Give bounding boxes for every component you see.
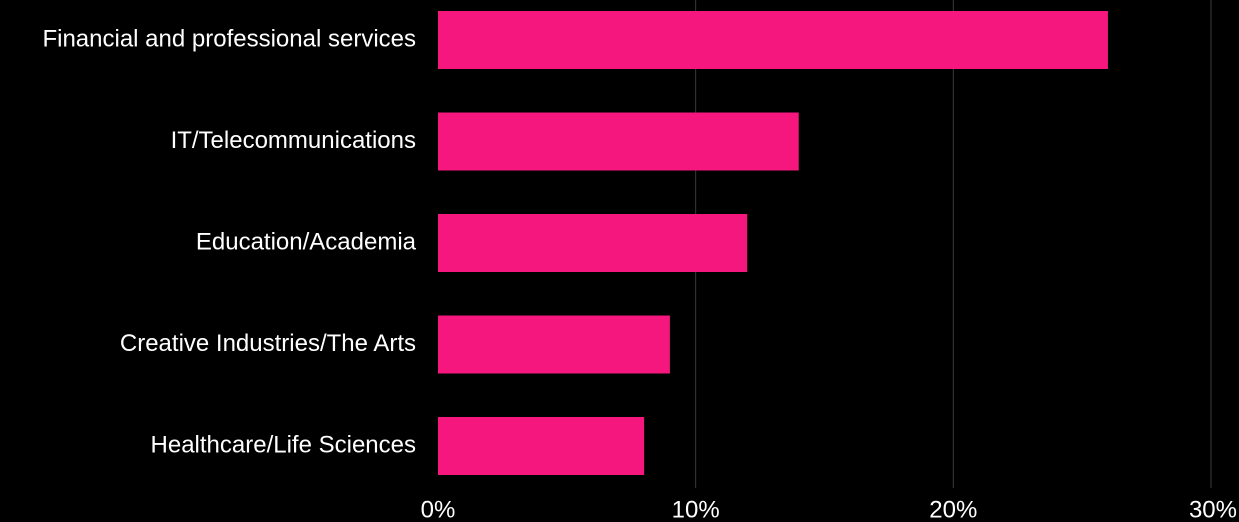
category-label: IT/Telecommunications xyxy=(171,127,416,154)
category-label: Creative Industries/The Arts xyxy=(120,330,416,357)
bar xyxy=(438,214,748,272)
x-tick-label: 0% xyxy=(421,496,456,522)
bar xyxy=(438,11,1108,69)
category-labels: Financial and professional services IT/Te… xyxy=(42,25,416,458)
bars xyxy=(438,11,1108,475)
category-label: Financial and professional services xyxy=(42,25,416,52)
category-label: Healthcare/Life Sciences xyxy=(151,431,416,458)
bar xyxy=(438,315,670,374)
x-axis-tick-labels: 0% 10% 20% 30% xyxy=(421,496,1237,522)
bar xyxy=(438,417,645,475)
bar xyxy=(438,112,799,171)
x-tick-label: 20% xyxy=(929,496,977,522)
category-label: Education/Academia xyxy=(196,228,417,255)
x-tick-label: 10% xyxy=(672,496,720,522)
gridlines xyxy=(695,0,1212,488)
x-tick-label: 30% xyxy=(1189,496,1237,522)
